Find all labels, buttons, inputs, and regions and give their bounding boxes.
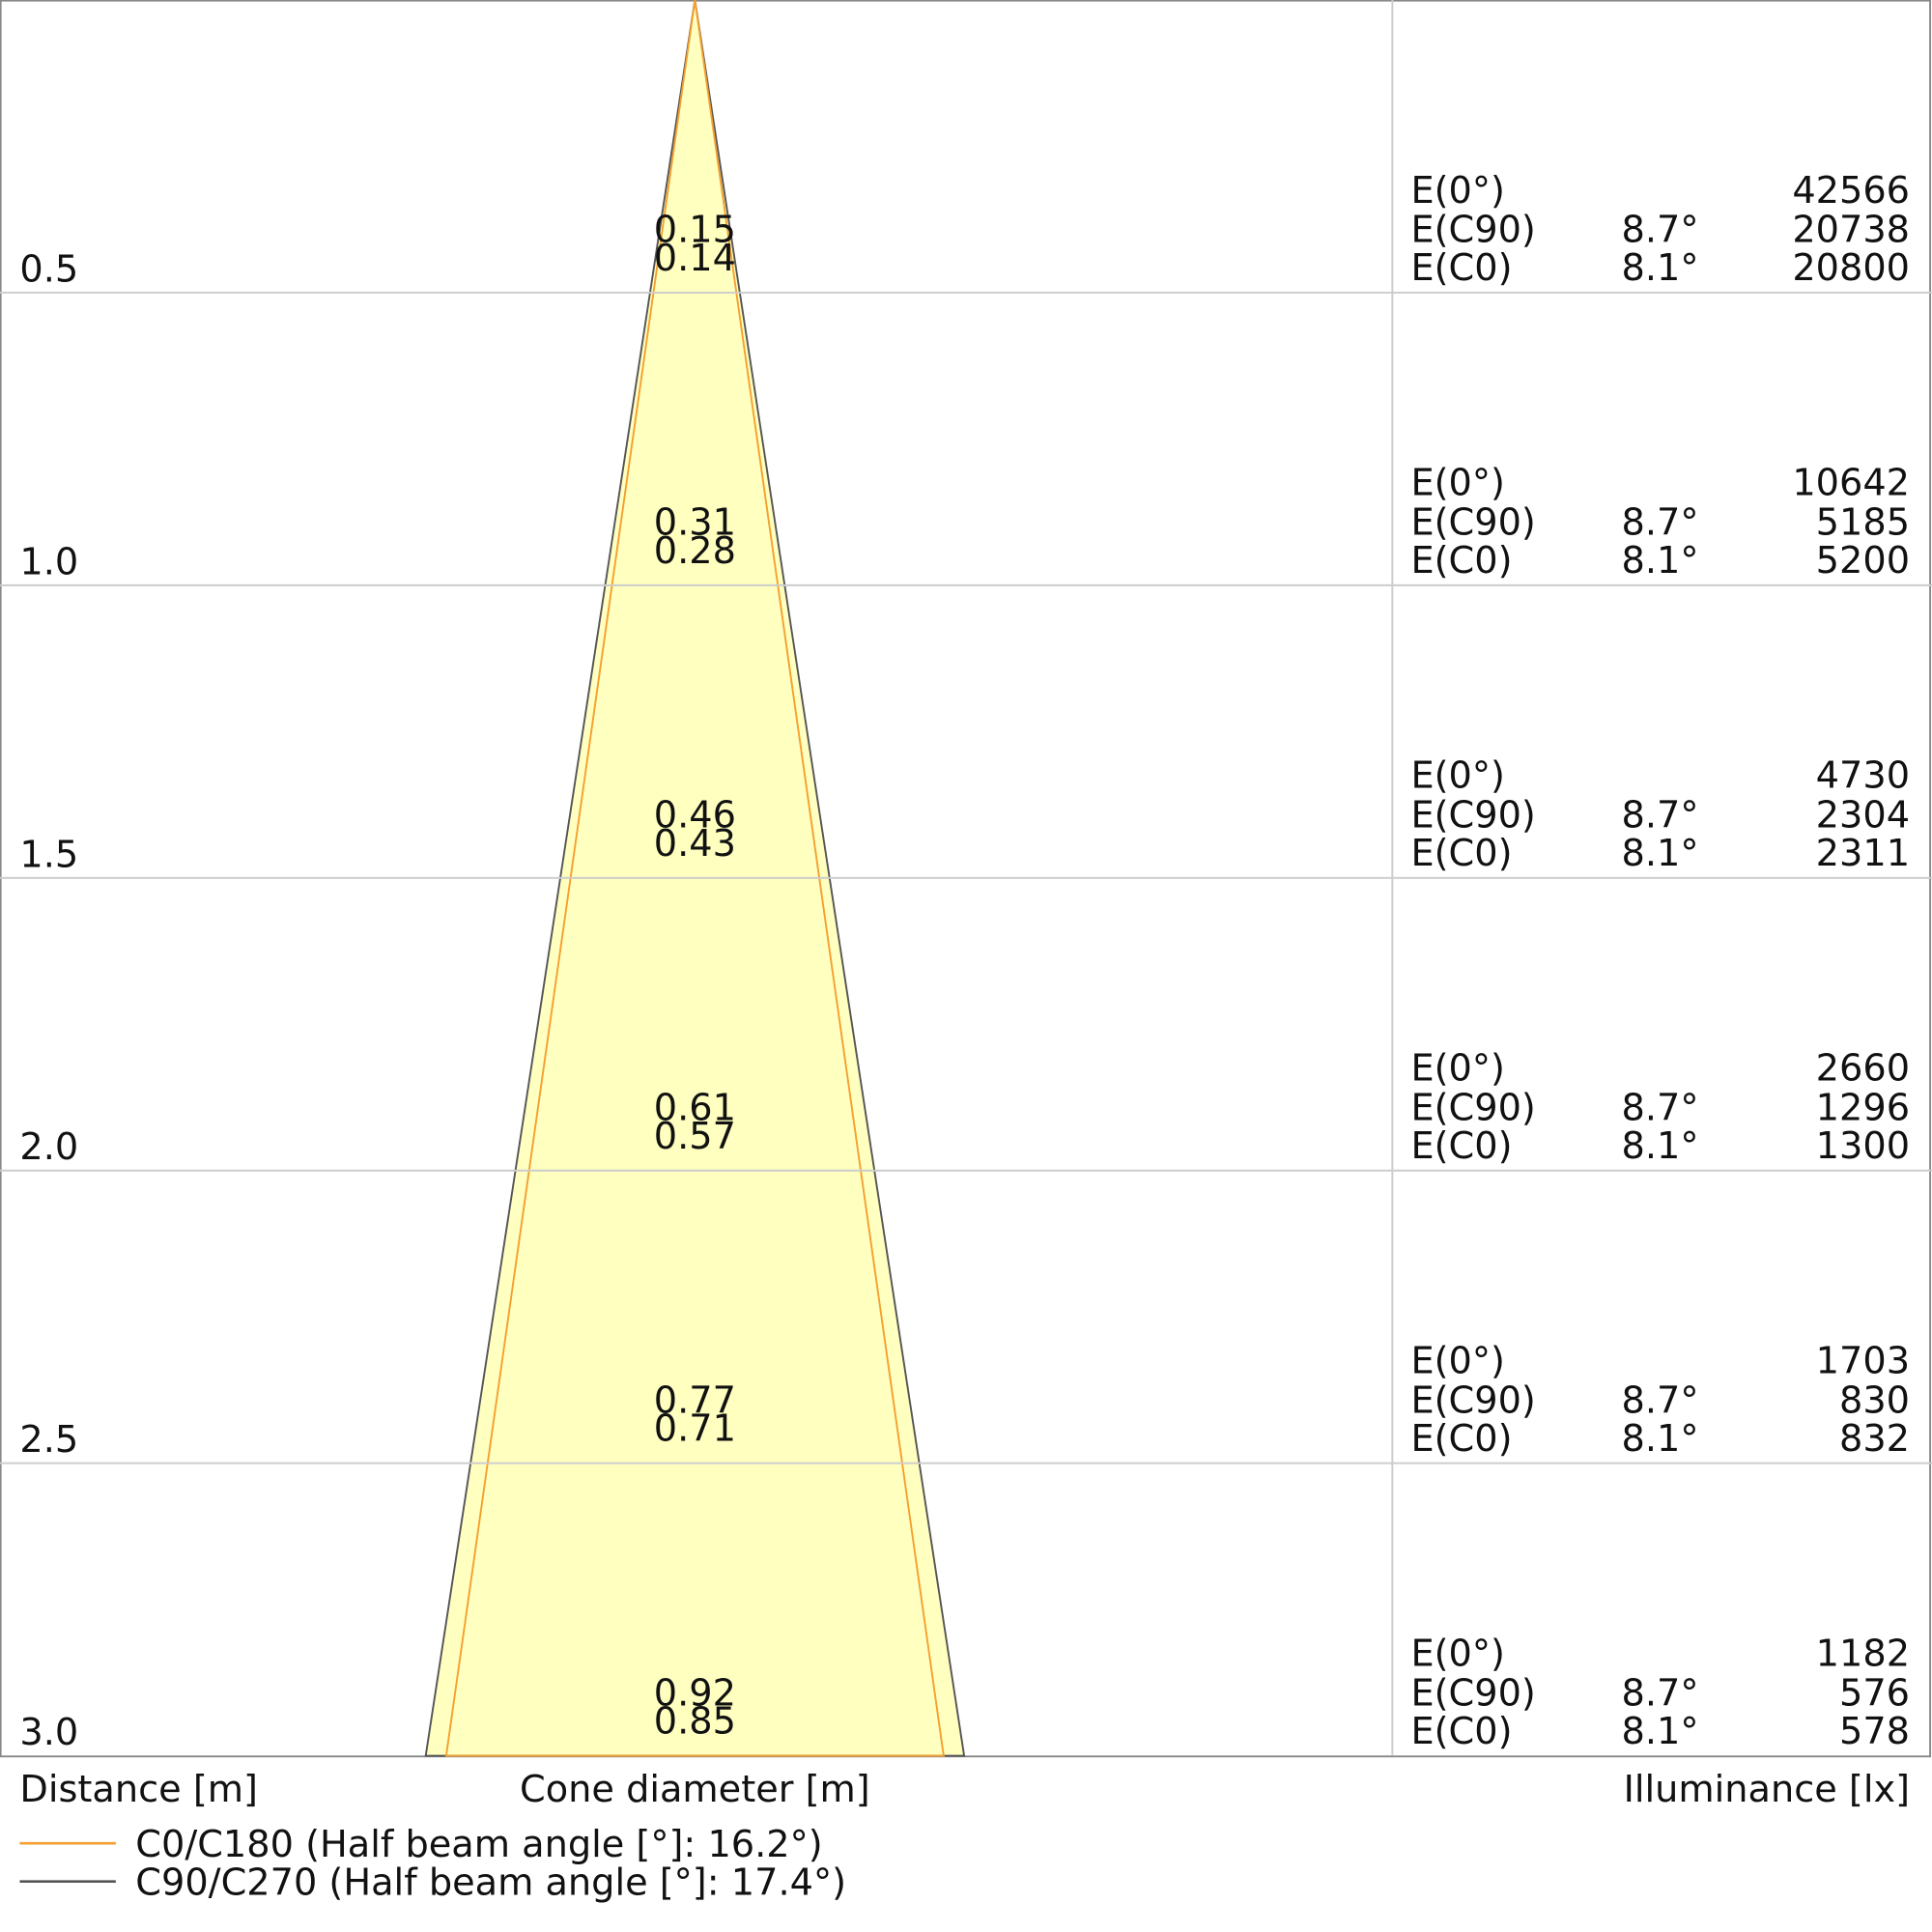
diameter-c90: 0.31 xyxy=(654,501,736,545)
half-angle: 8.1° xyxy=(1622,1710,1699,1753)
illuminance-name: E(0°) xyxy=(1410,1632,1504,1675)
half-angle: 8.7° xyxy=(1622,1671,1699,1715)
illuminance-value: 830 xyxy=(1839,1378,1910,1422)
illuminance-value: 578 xyxy=(1839,1710,1910,1753)
illuminance-name: E(C0) xyxy=(1410,539,1512,582)
distance-label: 1.0 xyxy=(19,540,78,583)
half-angle: 8.1° xyxy=(1622,246,1699,290)
distance-label: 1.5 xyxy=(19,833,78,876)
legend-label: C0/C180 (Half beam angle [°]: 16.2°) xyxy=(135,1823,822,1866)
illuminance-value: 2311 xyxy=(1816,832,1910,875)
diameter-c90: 0.15 xyxy=(654,209,736,252)
half-angle: 8.7° xyxy=(1622,794,1699,838)
illuminance-name: E(0°) xyxy=(1410,169,1504,213)
diameter-c0: 0.85 xyxy=(654,1700,736,1744)
diameter-c90: 0.46 xyxy=(654,794,736,838)
half-angle: 8.7° xyxy=(1622,501,1699,545)
distance-label: 2.5 xyxy=(19,1418,78,1462)
illuminance-name: E(0°) xyxy=(1410,754,1504,798)
diameter-c0: 0.43 xyxy=(654,822,736,866)
rows-group: 0.5 0.150.14 E(0°) 42566 E(C90) 8.7° 20738 E(C0… xyxy=(0,169,1932,1754)
illuminance-value: 20738 xyxy=(1792,209,1910,252)
illuminance-value: 1182 xyxy=(1816,1632,1910,1675)
illuminance-value: 1300 xyxy=(1816,1124,1910,1168)
illuminance-name: E(C0) xyxy=(1410,1124,1512,1168)
illuminance-value: 10642 xyxy=(1792,462,1910,505)
illuminance-name: E(C0) xyxy=(1410,1710,1512,1753)
half-angle: 8.7° xyxy=(1622,1086,1699,1129)
half-angle: 8.1° xyxy=(1622,1124,1699,1168)
illuminance-value: 42566 xyxy=(1792,169,1910,213)
half-angle: 8.1° xyxy=(1622,832,1699,875)
illuminance-name: E(0°) xyxy=(1410,1047,1504,1091)
illuminance-name: E(0°) xyxy=(1410,462,1504,505)
illuminance-value: 2304 xyxy=(1816,794,1910,838)
diameter-c90: 0.61 xyxy=(654,1086,736,1129)
illuminance-value: 20800 xyxy=(1792,246,1910,290)
illuminance-name: E(C90) xyxy=(1410,501,1535,545)
illuminance-name: E(C0) xyxy=(1410,832,1512,875)
illuminance-value: 5200 xyxy=(1816,539,1910,582)
illuminance-value: 576 xyxy=(1839,1671,1910,1715)
half-angle: 8.7° xyxy=(1622,209,1699,252)
illuminance-name: E(C90) xyxy=(1410,1378,1535,1422)
half-angle: 8.1° xyxy=(1622,1417,1699,1461)
diameter-c90: 0.92 xyxy=(654,1671,736,1715)
illuminance-name: E(C0) xyxy=(1410,1417,1512,1461)
illuminance-value: 2660 xyxy=(1816,1047,1910,1091)
illuminance-name: E(C90) xyxy=(1410,1086,1535,1129)
legend: C0/C180 (Half beam angle [°]: 16.2°)C90/… xyxy=(19,1823,846,1905)
illuminance-value: 1703 xyxy=(1816,1340,1910,1383)
diameter-c90: 0.77 xyxy=(654,1378,736,1422)
diameter-c0: 0.71 xyxy=(654,1407,736,1451)
diameter-c0: 0.28 xyxy=(654,529,736,573)
illuminance-value: 5185 xyxy=(1816,501,1910,545)
distance-label: 0.5 xyxy=(19,247,78,291)
distance-label: 3.0 xyxy=(19,1711,78,1754)
cone-axis-label: Cone diameter [m] xyxy=(520,1768,870,1811)
diameter-c0: 0.14 xyxy=(654,237,736,280)
illuminance-name: E(C90) xyxy=(1410,794,1535,838)
illuminance-value: 1296 xyxy=(1816,1086,1910,1129)
illuminance-axis-label: Illuminance [lx] xyxy=(1624,1768,1910,1811)
distance-label: 2.0 xyxy=(19,1125,78,1169)
illuminance-name: E(0°) xyxy=(1410,1340,1504,1383)
illuminance-name: E(C0) xyxy=(1410,246,1512,290)
legend-label: C90/C270 (Half beam angle [°]: 17.4°) xyxy=(135,1861,846,1905)
diameter-c0: 0.57 xyxy=(654,1115,736,1158)
half-angle: 8.1° xyxy=(1622,539,1699,582)
illuminance-value: 4730 xyxy=(1816,754,1910,798)
illuminance-name: E(C90) xyxy=(1410,209,1535,252)
half-angle: 8.7° xyxy=(1622,1378,1699,1422)
illuminance-value: 832 xyxy=(1839,1417,1910,1461)
illuminance-name: E(C90) xyxy=(1410,1671,1535,1715)
distance-axis-label: Distance [m] xyxy=(19,1768,258,1811)
